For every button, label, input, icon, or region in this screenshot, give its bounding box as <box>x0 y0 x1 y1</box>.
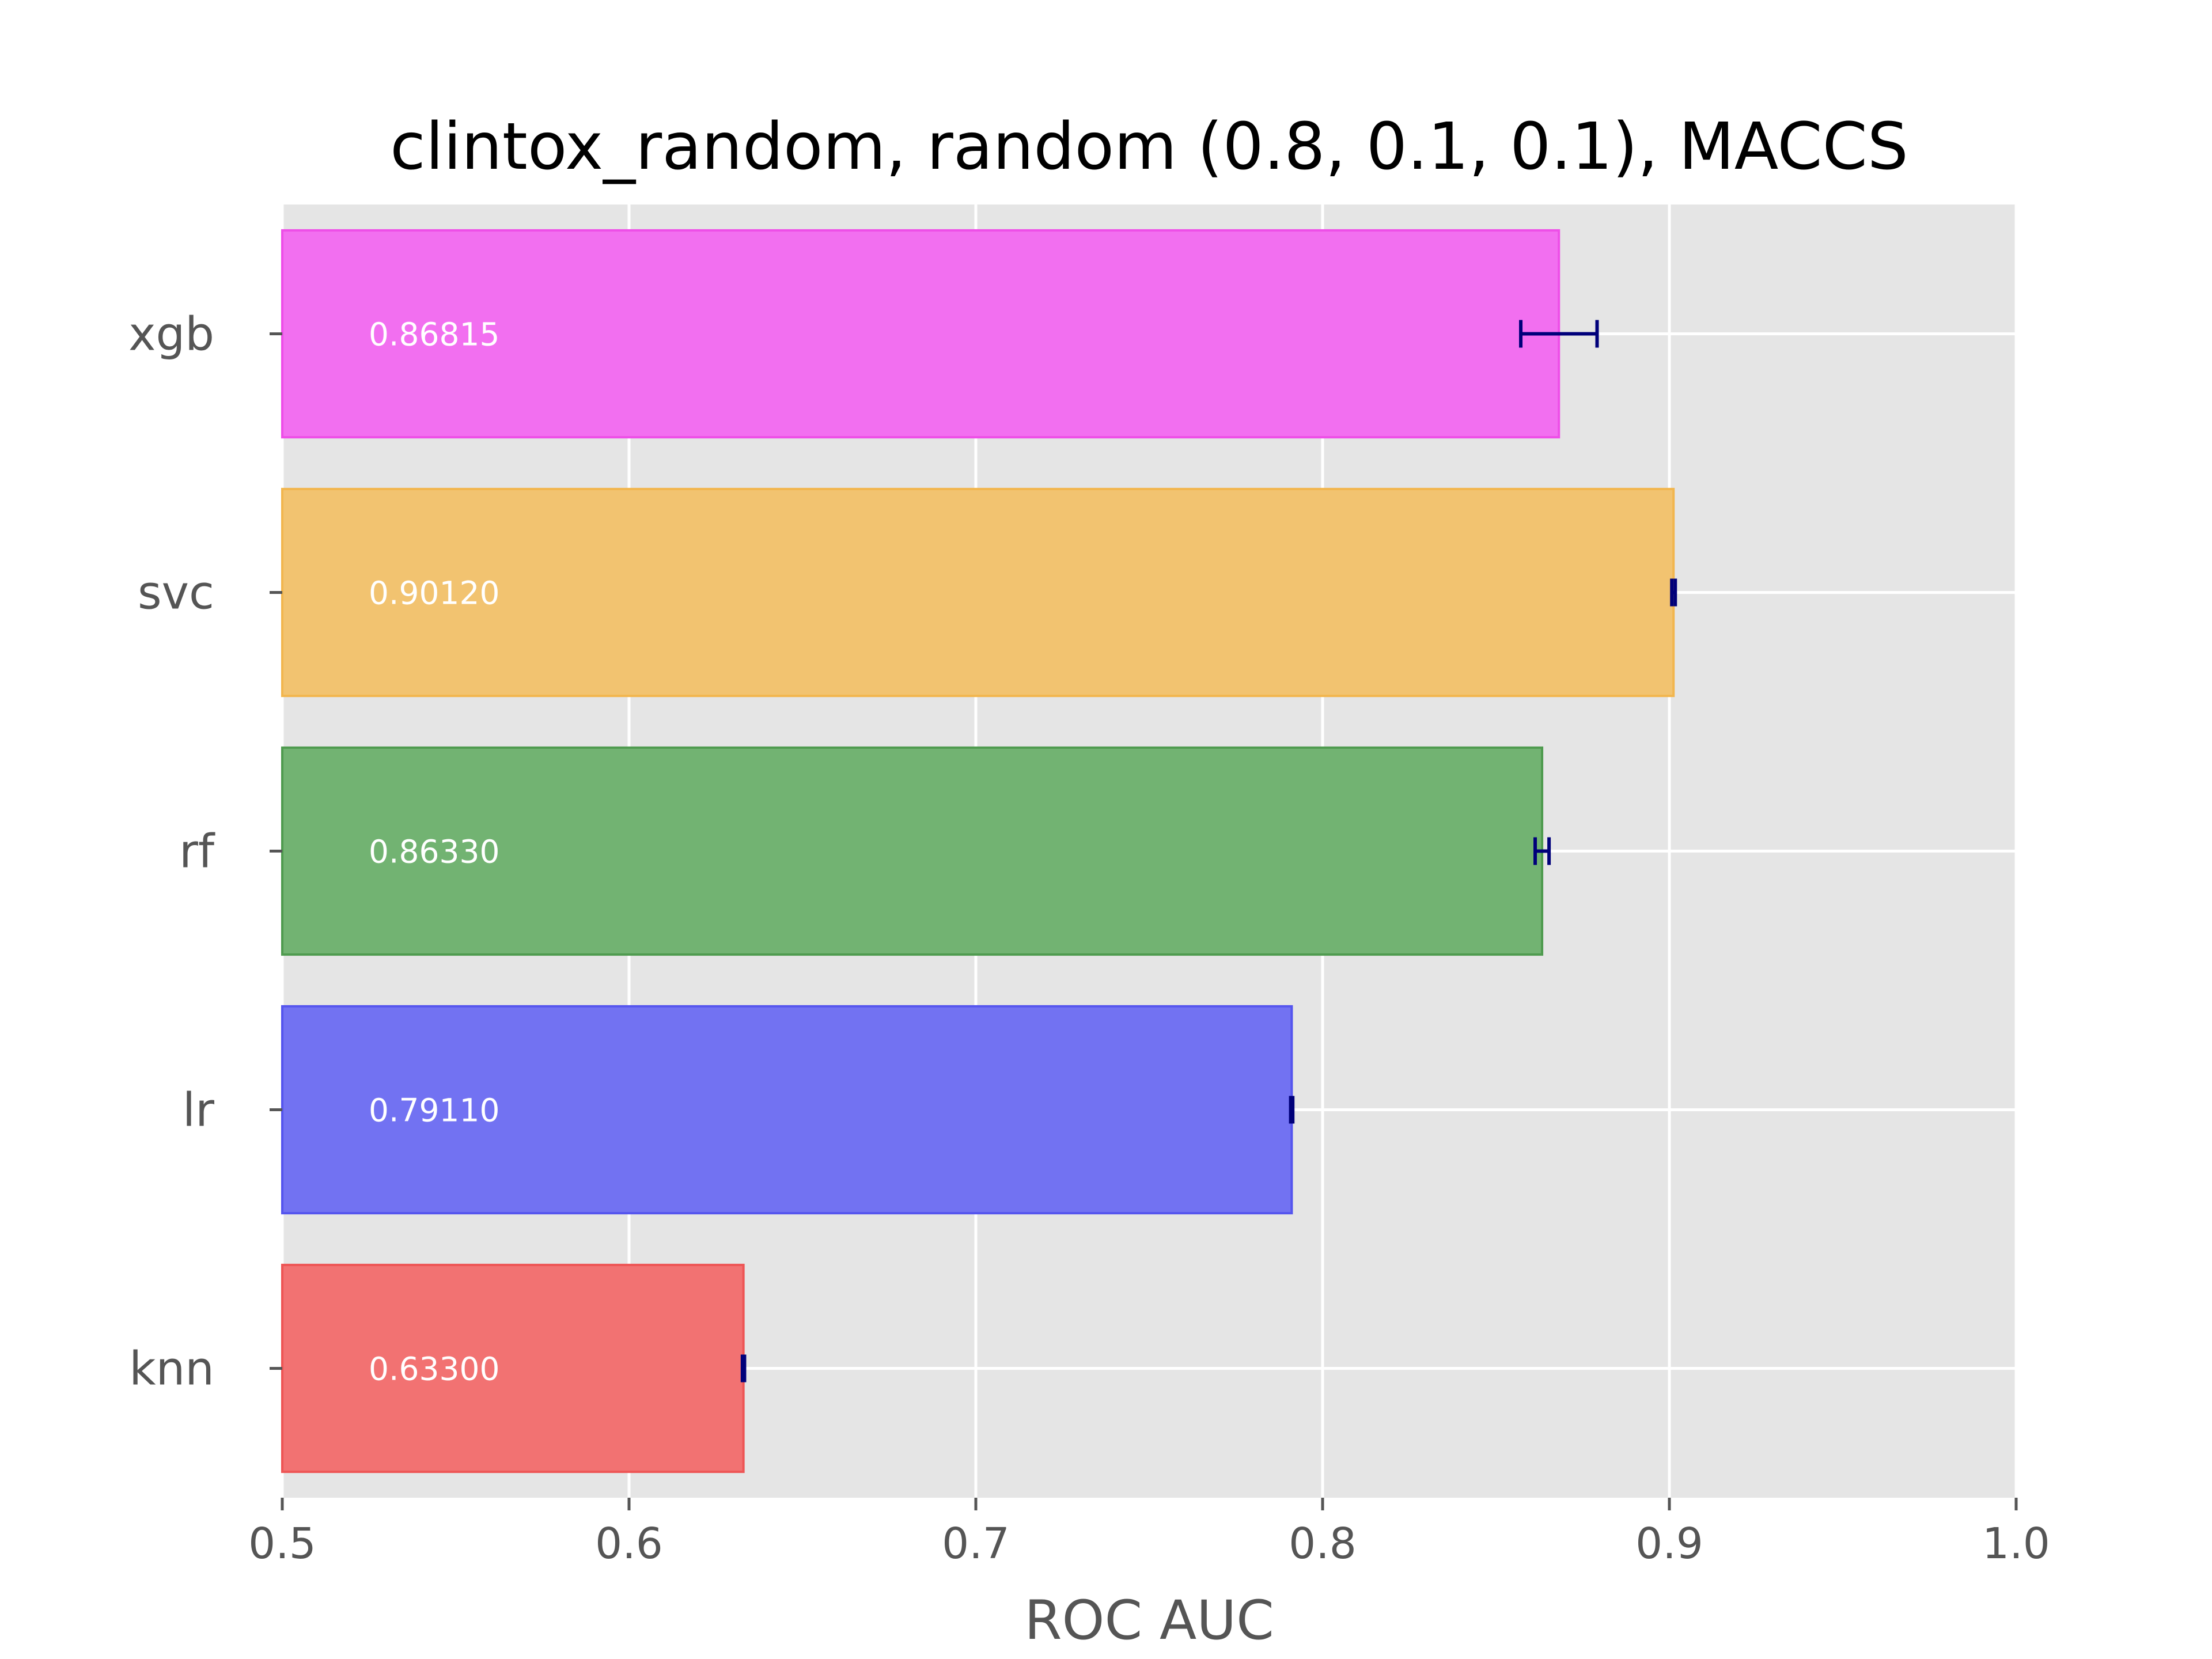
x-tick-label: 0.6 <box>595 1519 663 1569</box>
value-label-lr: 0.79110 <box>369 1092 499 1129</box>
error-bar-knn <box>740 1354 747 1382</box>
bar-knn <box>281 1263 745 1474</box>
value-label-svc: 0.90120 <box>369 575 499 612</box>
category-label-lr: lr <box>183 1084 214 1137</box>
chart-title: clintox_random, random (0.8, 0.1, 0.1), … <box>390 109 1908 184</box>
x-tick-label: 0.7 <box>942 1519 1010 1569</box>
category-label-knn: knn <box>129 1342 214 1396</box>
x-tick-label: 0.8 <box>1289 1519 1357 1569</box>
error-bar-lr <box>1289 1096 1295 1124</box>
category-label-svc: svc <box>138 566 214 620</box>
bar-svc <box>281 487 1675 698</box>
error-bar-xgb <box>1519 320 1599 348</box>
category-label-rf: rf <box>179 825 215 878</box>
value-label-rf: 0.86330 <box>369 834 499 870</box>
bar-lr <box>281 1005 1293 1215</box>
x-axis-label: ROC AUC <box>1024 1589 1274 1652</box>
bars: 0.86815 0.90120 0.86330 0.79110 0.63300 <box>281 229 1677 1474</box>
value-label-xgb: 0.86815 <box>369 316 499 353</box>
value-label-knn: 0.63300 <box>369 1351 499 1388</box>
axis-ticks: 0.5 0.6 0.7 0.8 0.9 1.0 xgb svc rf lr knn <box>128 308 2050 1569</box>
error-bar-svc <box>1670 578 1677 607</box>
category-label-xgb: xgb <box>128 308 214 361</box>
x-tick-label: 0.9 <box>1635 1519 1703 1569</box>
x-tick-label: 0.5 <box>248 1519 316 1569</box>
error-bar-rf <box>1533 837 1551 865</box>
x-tick-label: 1.0 <box>1982 1519 2050 1569</box>
